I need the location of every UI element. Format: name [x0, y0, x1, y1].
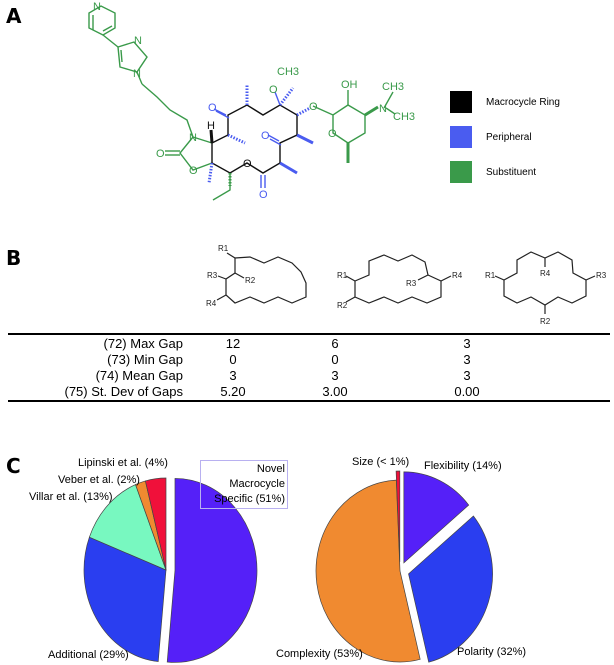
table-cell: 5.20: [220, 384, 246, 399]
legend-swatch-black: [450, 91, 472, 113]
pie2-label-polarity: Polarity (32%): [457, 646, 527, 658]
table-bottom-rule: [8, 400, 610, 402]
pyridine-n: N: [93, 1, 101, 13]
n-methyl-2: CH3: [393, 111, 415, 123]
panel-label-b: B: [6, 246, 22, 270]
table-cell: 0: [331, 352, 339, 367]
imidazole-n1: N: [133, 68, 141, 80]
table-top-rule: [8, 333, 610, 335]
carbamate-o: O: [189, 165, 198, 177]
lactone-o: O: [243, 158, 252, 170]
legend-substituent: Substituent: [450, 161, 536, 183]
ketone-o2: O: [261, 130, 270, 142]
legend-peripheral: Peripheral: [450, 126, 532, 148]
panel-label-a: A: [6, 4, 22, 28]
substituent-bonds: [88, 5, 396, 201]
legend-macrocycle-ring: Macrocycle Ring: [450, 91, 560, 113]
pie2-label-flexibility: Flexibility (14%): [424, 460, 502, 472]
table-cell: 0: [229, 352, 237, 367]
dimethylamino-n: N: [379, 103, 387, 115]
methoxy-ch3: CH3: [277, 66, 299, 78]
r4-label: R4: [452, 271, 463, 280]
r1-label: R1: [218, 244, 229, 253]
pie1-slice-4: [144, 477, 167, 571]
carbamate-carbonyl-o: O: [156, 148, 165, 160]
r4-label: R4: [206, 299, 217, 308]
table-cell: 6: [331, 336, 339, 351]
row-label: (74) Mean Gap: [95, 368, 183, 383]
r2-label: R2: [245, 276, 256, 285]
pie1-slice-2: [88, 484, 167, 571]
sugar-oh: OH: [341, 79, 358, 91]
pie1-slice-0: [166, 478, 258, 663]
pie1-slice-1: [83, 536, 167, 662]
pie1-label-additional: Additional (29%): [48, 649, 129, 661]
legend-swatch-green: [450, 161, 472, 183]
r4-label: R4: [540, 269, 551, 278]
schematic-ring-1: [225, 256, 307, 304]
table-cell: 3: [463, 368, 471, 383]
table-cell: 3: [229, 368, 237, 383]
table-cell: 12: [225, 336, 241, 351]
sugar-ring-o: O: [328, 128, 337, 140]
table-row: (75) St. Dev of Gaps 5.20 3.00 0.00: [0, 384, 614, 400]
r3-label: R3: [207, 271, 218, 280]
pie2-slice-0: [403, 471, 470, 564]
peripheral-bonds: [207, 85, 314, 188]
table-cell: 3: [463, 336, 471, 351]
lactone-carbonyl-o: O: [259, 189, 268, 201]
methoxy-o: O: [269, 84, 278, 96]
table-row: (72) Max Gap 12 6 3: [0, 336, 614, 352]
table-cell: 3.00: [322, 384, 348, 399]
legend-label: Substituent: [486, 166, 537, 178]
panel-label-c: C: [6, 454, 21, 478]
h-label: H: [207, 120, 215, 132]
row-label: (73) Min Gap: [107, 352, 183, 367]
legend-label: Macrocycle Ring: [486, 96, 560, 108]
legend-label: Peripheral: [486, 131, 532, 143]
pie1-label-lipinski: Lipinski et al. (4%): [78, 457, 168, 469]
row-label: (72) Max Gap: [103, 336, 183, 351]
pie2-slice-2: [315, 479, 421, 663]
r3-label: R3: [406, 279, 417, 288]
legend-swatch-blue: [450, 126, 472, 148]
pie2-label-complexity: Complexity (53%): [276, 648, 363, 660]
table-row: (73) Min Gap 0 0 3: [0, 352, 614, 368]
pie2-slice-3: [395, 470, 401, 563]
imidazole-n3: N: [134, 35, 142, 47]
glycoside-o: O: [309, 101, 318, 113]
carbamate-n: N: [189, 132, 197, 144]
table-row: (74) Mean Gap 3 3 3: [0, 368, 614, 384]
row-label: (75) St. Dev of Gaps: [64, 384, 184, 399]
table-cell: 3: [331, 368, 339, 383]
pie1-label-novel: Novel Macrocycle Specific (51%): [200, 460, 288, 509]
macrocycle-schematics: R1 R2 R3 R4 R1 R2 R3 R4 R1 R2 R3 R4: [206, 244, 607, 326]
r3-label: R3: [596, 271, 607, 280]
table-cell: 0.00: [454, 384, 480, 399]
pie1-label-villar: Villar et al. (13%): [29, 491, 113, 503]
table-cell: 3: [463, 352, 471, 367]
pie2-label-size: Size (< 1%): [352, 456, 410, 468]
r2-label: R2: [337, 301, 348, 310]
ketone-o1: O: [208, 102, 217, 114]
pie2-slice-1: [408, 515, 493, 663]
r1-label: R1: [485, 271, 496, 280]
pie1-label-veber: Veber et al. (2%): [58, 474, 140, 486]
r2-label: R2: [540, 317, 551, 326]
molecule-structure: N N N N O O H O O CH3 O O O O OH O N CH3…: [88, 1, 415, 201]
n-methyl-1: CH3: [382, 81, 404, 93]
r1-label: R1: [337, 271, 348, 280]
